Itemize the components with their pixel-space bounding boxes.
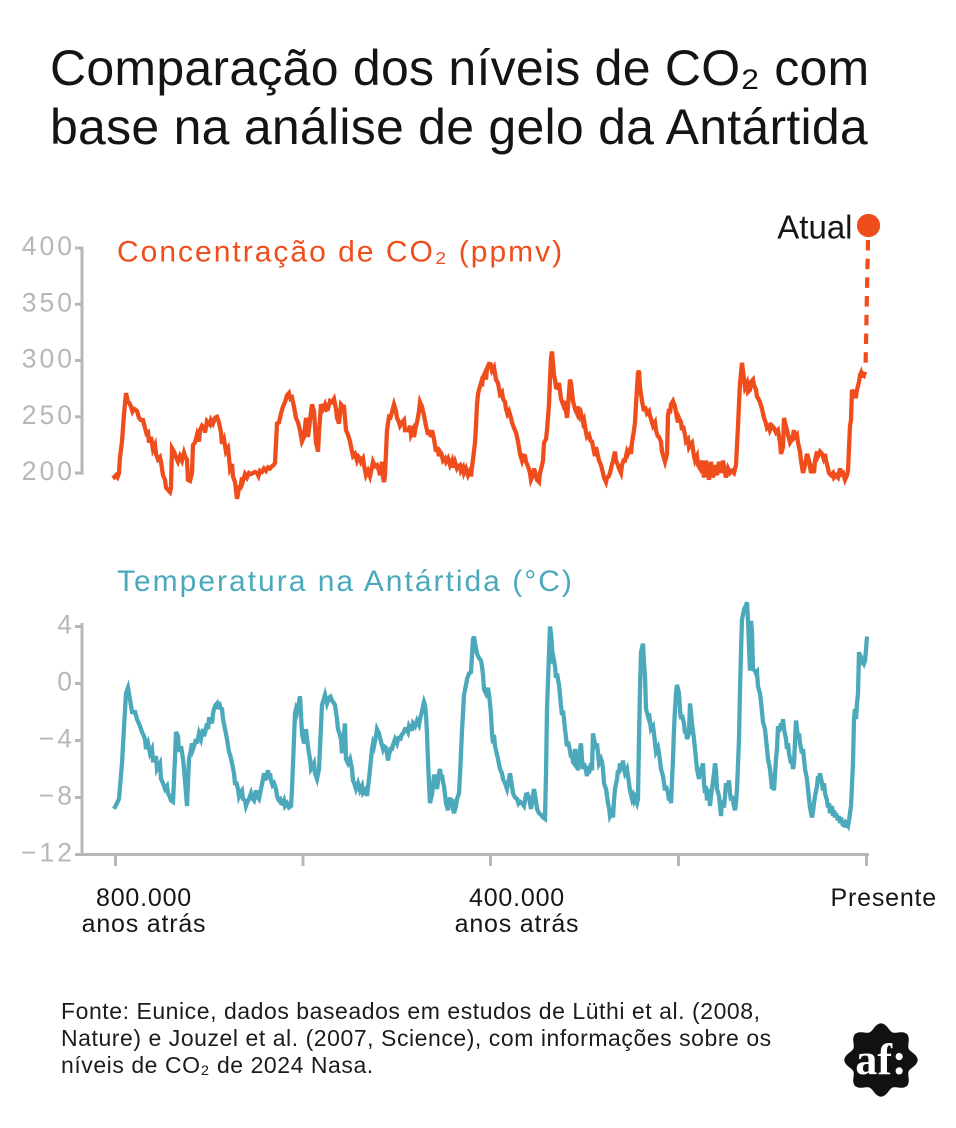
svg-text:300: 300: [22, 344, 75, 374]
svg-text:Temperatura na Antártida (°C): Temperatura na Antártida (°C): [117, 565, 574, 598]
svg-text:anos atrás: anos atrás: [82, 910, 207, 938]
svg-text:250: 250: [22, 400, 75, 430]
svg-text:anos atrás: anos atrás: [455, 910, 580, 938]
svg-text:200: 200: [22, 456, 75, 486]
svg-text:350: 350: [22, 287, 75, 317]
svg-text:800.000: 800.000: [96, 884, 192, 912]
svg-text:400: 400: [22, 231, 75, 261]
svg-text:Concentração de CO₂ (ppmv): Concentração de CO₂ (ppmv): [117, 236, 564, 269]
svg-text:Presente: Presente: [831, 884, 937, 912]
svg-text:400.000: 400.000: [469, 884, 565, 912]
svg-text:−8: −8: [39, 781, 75, 811]
svg-text:Atual: Atual: [777, 209, 852, 246]
svg-text:af:: af:: [855, 1035, 906, 1084]
svg-text:4: 4: [57, 610, 75, 640]
svg-text:−12: −12: [21, 838, 75, 868]
svg-text:0: 0: [57, 667, 75, 697]
svg-text:−4: −4: [39, 724, 75, 754]
